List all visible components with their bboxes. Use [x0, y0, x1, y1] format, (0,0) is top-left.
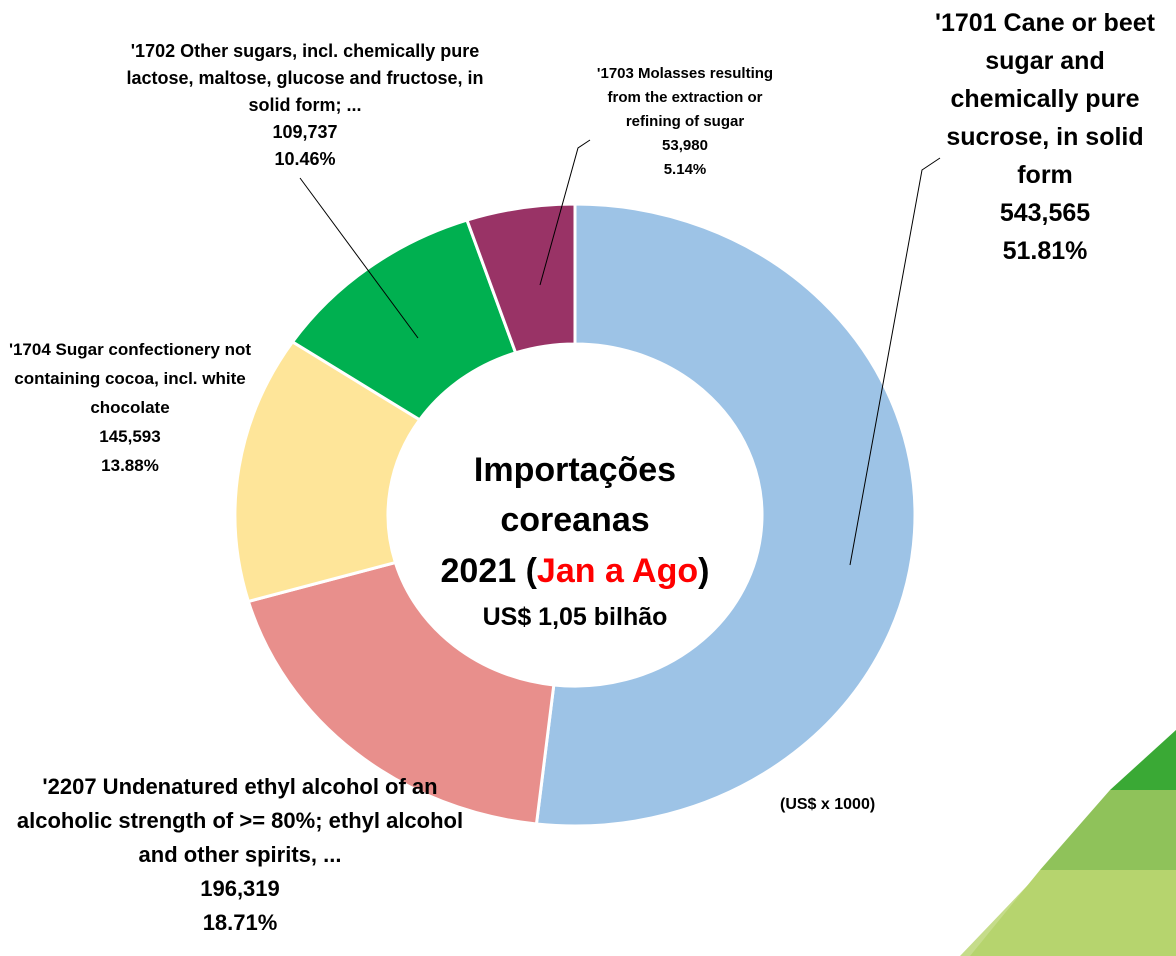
slice — [246, 560, 556, 826]
value-label: 109,737 — [272, 122, 338, 142]
percent-label: 13.88% — [101, 456, 159, 475]
center-total: US$ 1,05 bilhão — [482, 603, 668, 631]
slice — [534, 202, 917, 828]
category-label: '1704 Sugar confectionery not containing… — [8, 340, 252, 417]
slice — [465, 202, 577, 355]
category-label: '2207 Undenatured ethyl alcohol of an al… — [16, 774, 464, 867]
center-prefix: 2021 ( — [440, 552, 537, 590]
percent-label: 51.81% — [1002, 237, 1088, 265]
unit-note: (US$ x 1000) — [780, 796, 876, 813]
percent-label: 5.14% — [663, 161, 707, 178]
percent-label: 18.71% — [202, 910, 278, 935]
slice — [233, 339, 422, 604]
leader-lines — [299, 139, 941, 566]
category-label: '1701 Cane or beet sugar and chemically … — [935, 9, 1155, 189]
value-label: 53,980 — [662, 137, 708, 154]
center-title: Importações coreanas — [473, 451, 677, 539]
label: '1704 Sugar confectionery not containing… — [5, 335, 255, 480]
center-highlight: Jan a Ago — [536, 552, 699, 590]
label: '1701 Cane or beet sugar and chemically … — [920, 4, 1170, 270]
percent-label: 10.46% — [274, 149, 336, 169]
category-label: '1702 Other sugars, incl. chemically pur… — [126, 41, 484, 115]
center-text: Importações coreanas 2021 (Jan a Ago) US… — [425, 445, 725, 637]
label: '2207 Undenatured ethyl alcohol of an al… — [5, 770, 475, 940]
label: '1703 Molasses resulting from the extrac… — [585, 62, 785, 182]
value-label: 196,319 — [200, 876, 280, 901]
label: '1702 Other sugars, incl. chemically pur… — [105, 38, 505, 173]
center-period: 2021 (Jan a Ago) — [425, 545, 725, 597]
value-label: 145,593 — [99, 427, 161, 446]
category-label: '1703 Molasses resulting from the extrac… — [596, 65, 774, 130]
corner-decoration — [960, 730, 1176, 956]
value-label: 543,565 — [999, 199, 1091, 227]
center-suffix: ) — [698, 552, 710, 590]
